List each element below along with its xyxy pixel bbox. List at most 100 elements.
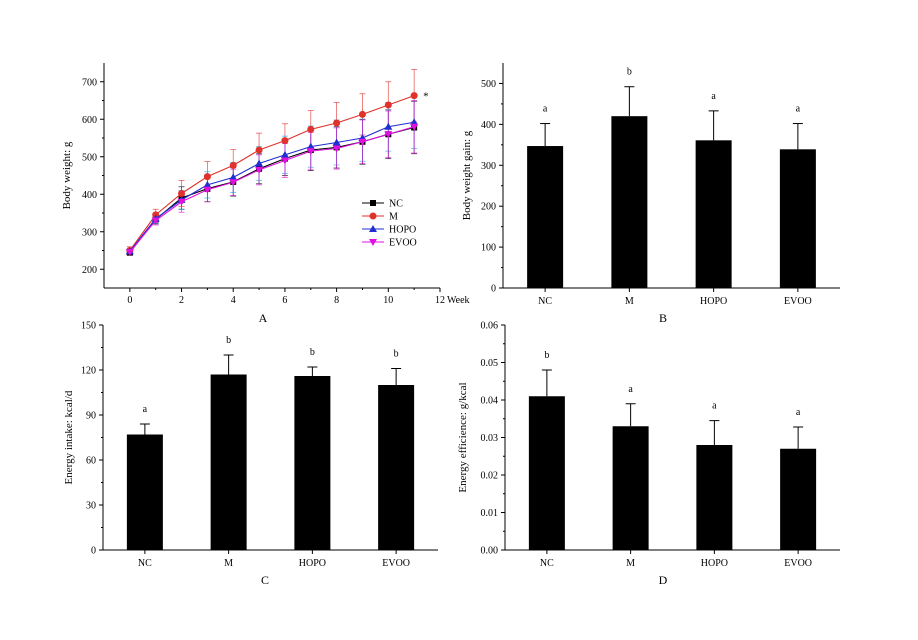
panel-a-point-evoo	[125, 249, 134, 256]
panel-d-significance-letter: a	[796, 407, 801, 418]
panel-b-bar	[695, 140, 732, 288]
panel-a-significance-mark: *	[423, 91, 429, 103]
panel-a-point-m	[203, 173, 211, 181]
panel-a-point-m	[384, 101, 392, 109]
panel-a-label: A	[259, 311, 268, 325]
panel-c-ylabel: Energy intake: kcal/d	[63, 390, 75, 484]
panel-c-ytick-label: 30	[86, 501, 96, 512]
panel-a-series-line-evoo	[129, 126, 415, 253]
panel-a-ytick-label: 200	[82, 265, 97, 276]
panel-a-point-evoo	[203, 186, 212, 194]
panel-a-point-hopo	[332, 138, 341, 146]
panel-a-legend: NC M HOPO EVOO	[362, 199, 417, 249]
panel-c-ytick-label: 120	[81, 366, 96, 377]
panel-a-series-line-m	[129, 95, 415, 251]
panel-b-ytick-label: 400	[481, 120, 496, 131]
panel-a-xtick-label: 2	[179, 295, 184, 306]
panel-b-bar	[527, 146, 564, 288]
panel-c-ytick-label: 150	[81, 321, 96, 332]
panel-a-point-evoo	[332, 145, 341, 153]
panel-a-xtick-label: 12	[435, 295, 445, 306]
panel-a-point-m	[307, 125, 315, 133]
panel-b-xtick-label: HOPO	[700, 296, 727, 307]
panel-a-point-evoo	[151, 217, 160, 225]
panel-a-point-evoo	[410, 123, 419, 131]
panel-a-point-evoo	[177, 198, 186, 206]
panel-a-xtick-label: 6	[282, 295, 287, 306]
panel-b-xtick-label: M	[625, 296, 634, 307]
panel-a-ytick-label: 700	[82, 77, 97, 88]
panel-b-significance-letter: a	[711, 91, 716, 102]
panel-d-significance-letter: a	[712, 401, 717, 412]
panel-d-ylabel: Energy efficience: g/kcal	[457, 382, 469, 492]
panel-d-significance-letter: a	[628, 384, 633, 395]
panel-a-point-evoo	[358, 138, 367, 146]
panel-a-xtick-label: 10	[383, 295, 393, 306]
panel-a-point-evoo	[229, 179, 238, 187]
panel-a-point-hopo	[410, 118, 419, 126]
panel-a-point-m	[229, 161, 237, 169]
panel-b-label: B	[659, 311, 667, 325]
panel-c-bar	[126, 434, 163, 550]
panel-d-ytick-label: 0.06	[481, 321, 499, 332]
panel-a-point-hopo	[306, 142, 315, 150]
panel-b-bar	[779, 149, 816, 288]
legend-marker-nc	[370, 200, 376, 206]
legend-label-nc: NC	[389, 199, 403, 210]
panel-a: 200 300 400 500 600 700 Body weight: g A 0 2 4 6 8 10…	[61, 63, 470, 325]
panel-b-ytick-label: 0	[491, 284, 496, 295]
panel-a-point-evoo	[255, 166, 264, 174]
panel-a-point-hopo	[384, 122, 393, 130]
legend-label-hopo: HOPO	[389, 225, 416, 236]
panel-a-point-m	[410, 92, 418, 100]
panel-a-ytick-label: 400	[82, 190, 97, 201]
panel-b-ytick-label: 500	[481, 79, 496, 90]
panel-a-point-m	[255, 146, 263, 154]
panel-b-ytick-label: 300	[481, 161, 496, 172]
panel-a-point-m	[333, 119, 341, 127]
panel-d-ytick-label: 0.03	[481, 433, 499, 444]
panel-d-bar	[612, 426, 649, 550]
panel-d-xtick-label: HOPO	[701, 558, 728, 569]
panel-c: 0 30 60 90 120 150 Energy intake: kcal/d C NC a Mb…	[63, 321, 438, 587]
panel-d-ytick-label: 0.02	[481, 471, 499, 482]
panel-b-ytick-label: 200	[481, 202, 496, 213]
panel-c-bar	[210, 374, 247, 550]
legend-marker-hopo	[369, 225, 377, 232]
panel-a-point-evoo	[306, 148, 315, 156]
panel-d-xtick-label: NC	[540, 558, 554, 569]
panel-a-series-line-nc	[129, 126, 415, 253]
panel-c-ytick-label: 0	[91, 546, 96, 557]
panel-b-significance-letter: b	[627, 67, 632, 78]
panel-a-xtick-label: 0	[127, 295, 132, 306]
panel-b-ylabel: Body weight gain: g	[461, 130, 473, 220]
panel-c-ytick-label: 90	[86, 411, 96, 422]
panel-d-xtick-label: M	[626, 558, 635, 569]
panel-a-xtick-label: 4	[231, 295, 236, 306]
panel-b-xtick-label: EVOO	[784, 296, 812, 307]
panel-c-bar	[378, 385, 415, 550]
panel-b-significance-letter: a	[796, 104, 801, 115]
panel-d-significance-letter: b	[544, 350, 549, 361]
panel-a-point-evoo	[280, 157, 289, 165]
panel-a-ytick-label: 300	[82, 227, 97, 238]
panel-c-xtick-label: M	[224, 558, 233, 569]
panel-d-bar	[528, 396, 565, 550]
legend-marker-evoo	[369, 239, 377, 246]
panel-c-significance-letter: b	[310, 347, 315, 358]
panel-c-label: C	[261, 573, 269, 587]
panel-a-point-evoo	[384, 131, 393, 139]
panel-d-label: D	[659, 573, 668, 587]
panel-d-ytick-label: 0.05	[481, 358, 499, 369]
panel-a-series-line-hopo	[129, 121, 415, 252]
panel-a-ylabel: Body weight: g	[61, 141, 73, 209]
legend-label-m: M	[389, 212, 398, 223]
panel-c-significance-letter: b	[394, 349, 399, 360]
panel-d-ytick-label: 0.01	[481, 508, 499, 519]
panel-b-ytick-label: 100	[481, 243, 496, 254]
panel-a-point-m	[281, 137, 289, 145]
panel-a-point-m	[358, 110, 366, 118]
panel-d-ytick-label: 0.04	[481, 396, 499, 407]
panel-d-bar	[696, 445, 733, 550]
